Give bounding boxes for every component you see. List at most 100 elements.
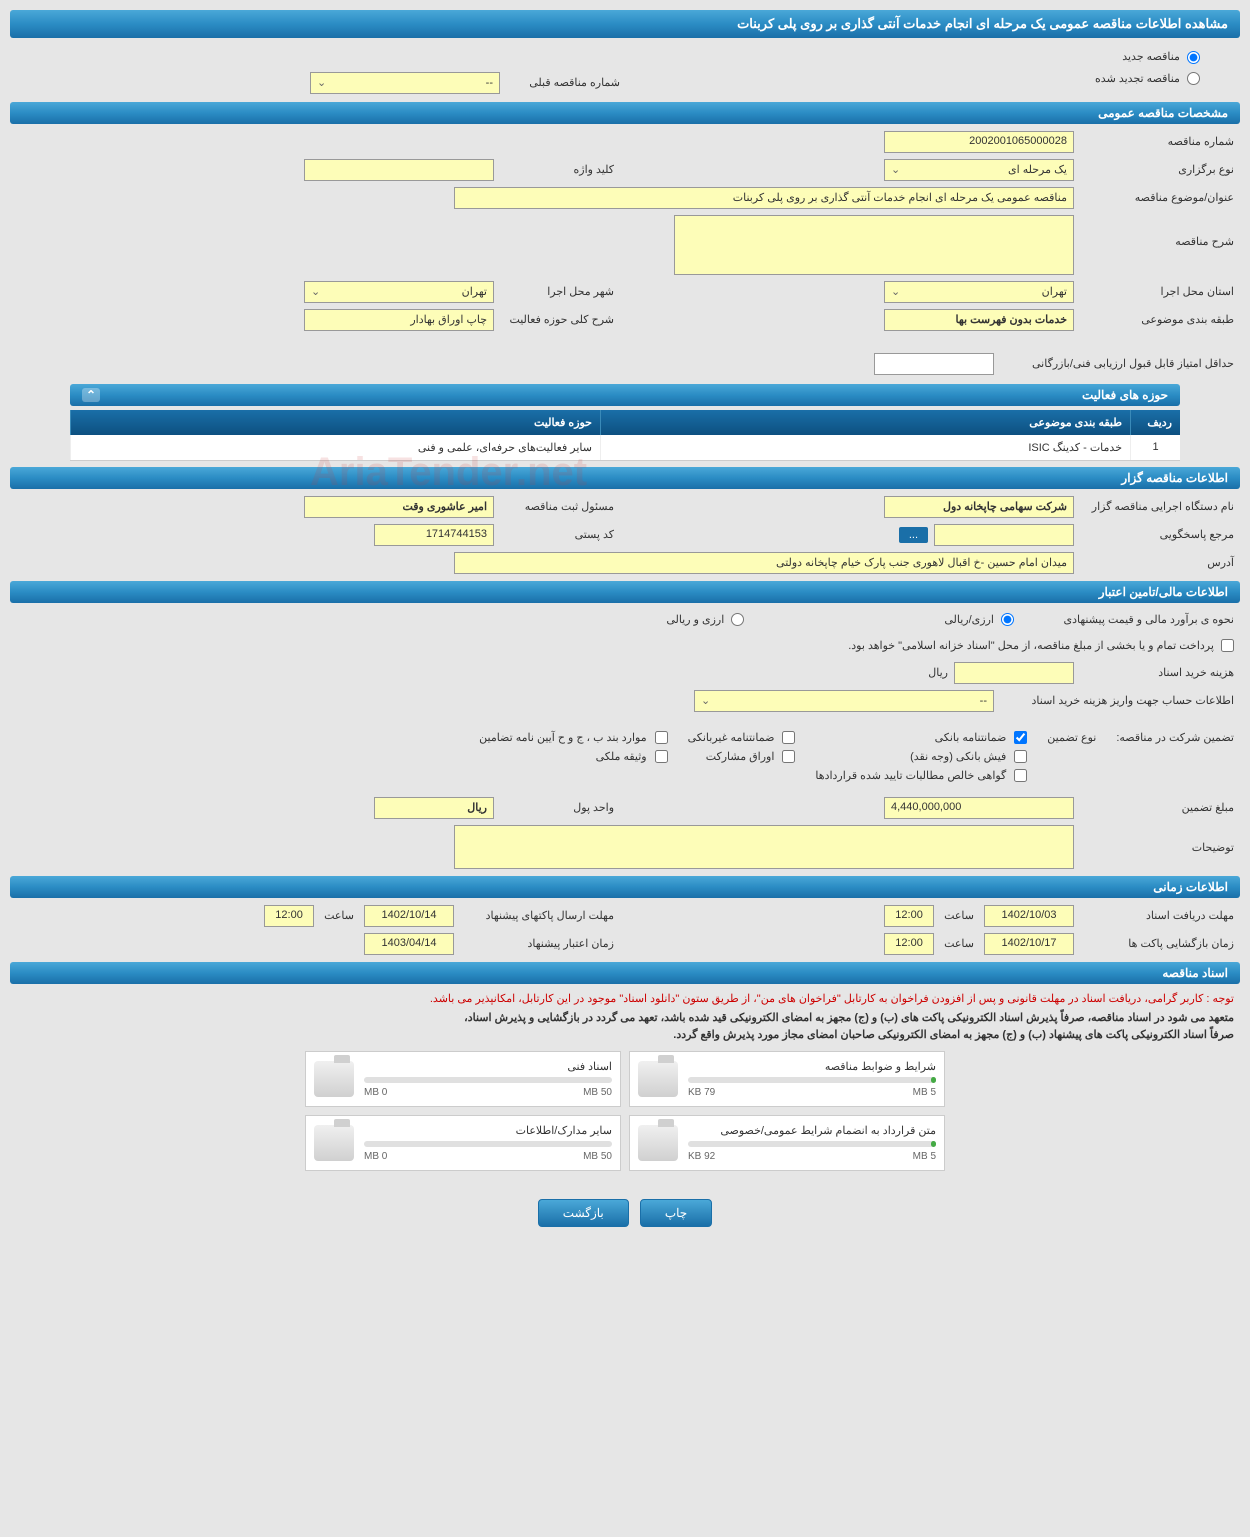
row-category: خدمات - کدینگ ISIC (600, 435, 1130, 460)
city-select[interactable]: تهران⌄ (304, 281, 494, 303)
send-label: مهلت ارسال پاکتهای پیشنهاد (454, 909, 614, 922)
keyword-field[interactable] (304, 159, 494, 181)
contact-field[interactable] (934, 524, 1074, 546)
section-general: مشخصات مناقصه عمومی (10, 102, 1240, 124)
unit-label: واحد پول (494, 801, 614, 814)
folder-icon (638, 1061, 678, 1097)
col-category: طبقه بندی موضوعی (600, 410, 1130, 435)
subject-field: مناقصه عمومی یک مرحله ای انجام خدمات آنت… (454, 187, 1074, 209)
type-select[interactable]: یک مرحله ای⌄ (884, 159, 1074, 181)
cost-field[interactable] (954, 662, 1074, 684)
deadline-label: مهلت دریافت اسناد (1074, 909, 1234, 922)
open-time: 12:00 (884, 933, 934, 955)
docs-warning-2: متعهد می شود در اسناد مناقصه، صرفاً پذیر… (10, 1009, 1240, 1026)
guarantee-check-5[interactable]: اوراق مشارکت (688, 750, 796, 763)
guarantee-check-6[interactable]: وثیقه ملکی (479, 750, 667, 763)
subject-label: عنوان/موضوع مناقصه (1074, 191, 1234, 204)
postal-label: کد پستی (494, 528, 614, 541)
send-date: 1402/10/14 (364, 905, 454, 927)
col-activity: حوزه فعالیت (70, 410, 600, 435)
doc-title-3: متن قرارداد به انضمام شرایط عمومی/خصوصی (688, 1124, 936, 1137)
activity-table-title: حوزه های فعالیت ⌃ (70, 384, 1180, 406)
collapse-icon[interactable]: ⌃ (82, 388, 100, 402)
province-label: استان محل اجرا (1074, 285, 1234, 298)
activity-table-head: ردیف طبقه بندی موضوعی حوزه فعالیت (70, 410, 1180, 435)
open-label: زمان بازگشایی پاکت ها (1074, 937, 1234, 950)
doc-box-2[interactable]: اسناد فنی 50 MB0 MB (305, 1051, 621, 1107)
cost-unit: ریال (928, 666, 948, 679)
guarantee-check-4[interactable]: فیش بانکی (وجه نقد) (815, 750, 1027, 763)
keyword-label: کلید واژه (494, 163, 614, 176)
responsible-field: امیر عاشوری وقت (304, 496, 494, 518)
radio-renewed-label: مناقصه تجدید شده (1095, 73, 1180, 85)
folder-icon (314, 1125, 354, 1161)
print-button[interactable]: چاپ (640, 1199, 712, 1227)
page-title: مشاهده اطلاعات مناقصه عمومی یک مرحله ای … (10, 10, 1240, 38)
account-label: اطلاعات حساب جهت واریز هزینه خرید اسناد (994, 694, 1234, 707)
guarantee-check-7[interactable]: گواهی خالص مطالبات تایید شده قراردادها (815, 769, 1027, 782)
address-field: میدان امام حسین -خ اقبال لاهوری جنب پارک… (454, 552, 1074, 574)
address-label: آدرس (1074, 556, 1234, 569)
min-score-field[interactable] (874, 353, 994, 375)
doc-title-4: سایر مدارک/اطلاعات (364, 1124, 612, 1137)
doc-title-1: شرایط و ضوابط مناقصه (688, 1060, 936, 1073)
time-label-3: ساعت (944, 937, 974, 950)
back-button[interactable]: بازگشت (538, 1199, 629, 1227)
contact-label: مرجع پاسخگویی (1074, 528, 1234, 541)
notes-label: توضیحات (1074, 825, 1234, 854)
deadline-date: 1402/10/03 (984, 905, 1074, 927)
est-label: نحوه ی برآورد مالی و قیمت پیشنهادی (1014, 613, 1234, 626)
radio-new-label: مناقصه جدید (1122, 51, 1180, 63)
guarantee-check-1[interactable]: ضمانتنامه بانکی (815, 731, 1027, 744)
bottom-panel (10, 1247, 1240, 1527)
unit-field: ریال (374, 797, 494, 819)
guarantee-check-2[interactable]: ضمانتنامه غیربانکی (688, 731, 796, 744)
section-organizer: اطلاعات مناقصه گزار (10, 467, 1240, 489)
notes-field[interactable] (454, 825, 1074, 869)
open-date: 1402/10/17 (984, 933, 1074, 955)
account-select[interactable]: --⌄ (694, 690, 994, 712)
contact-lookup-button[interactable]: ... (899, 527, 928, 543)
amount-label: مبلغ تضمین (1074, 801, 1234, 814)
treasury-check[interactable]: پرداخت تمام و یا بخشی از مبلغ مناقصه، از… (848, 639, 1234, 653)
city-label: شهر محل اجرا (494, 285, 614, 298)
row-num: 1 (1130, 435, 1180, 460)
folder-icon (314, 1061, 354, 1097)
cost-label: هزینه خرید اسناد (1074, 666, 1234, 679)
radio-renewed[interactable]: مناقصه تجدید شده (1095, 73, 1200, 85)
send-time: 12:00 (264, 905, 314, 927)
exec-field: شرکت سهامی چاپخانه دول (884, 496, 1074, 518)
docs-warning-1: توجه : کاربر گرامی، دریافت اسناد در مهلت… (10, 988, 1240, 1009)
prev-number-select[interactable]: --⌄ (310, 72, 500, 94)
radio-new[interactable]: مناقصه جدید (1122, 51, 1200, 63)
category-label: طبقه بندی موضوعی (1074, 313, 1234, 326)
activity-desc-field: چاپ اوراق بهادار (304, 309, 494, 331)
desc-label: شرح مناقصه (1074, 215, 1234, 248)
province-select[interactable]: تهران⌄ (884, 281, 1074, 303)
folder-icon (638, 1125, 678, 1161)
activity-table-row: 1 خدمات - کدینگ ISIC سایر فعالیت‌های حرف… (70, 435, 1180, 461)
guarantee-check-3[interactable]: موارد بند ب ، ج و ح آیین نامه تضامین (479, 731, 667, 744)
activity-desc-label: شرح کلی حوزه فعالیت (494, 313, 614, 326)
doc-box-4[interactable]: سایر مدارک/اطلاعات 50 MB0 MB (305, 1115, 621, 1171)
doc-box-3[interactable]: متن قرارداد به انضمام شرایط عمومی/خصوصی … (629, 1115, 945, 1171)
row-activity: سایر فعالیت‌های حرفه‌ای، علمی و فنی (70, 435, 600, 460)
docs-warning-3: صرفاً اسناد الکترونیکی پاکت های پیشنهاد … (10, 1026, 1240, 1043)
radio-currency[interactable]: ارزی و ریالی (666, 613, 744, 627)
desc-field[interactable] (674, 215, 1074, 275)
responsible-label: مسئول ثبت مناقصه (494, 500, 614, 513)
section-timing: اطلاعات زمانی (10, 876, 1240, 898)
doc-title-2: اسناد فنی (364, 1060, 612, 1073)
type-label: نوع برگزاری (1074, 163, 1234, 176)
prev-number-label: شماره مناقصه قبلی (500, 76, 620, 89)
col-row: ردیف (1130, 410, 1180, 435)
credit-label: زمان اعتبار پیشنهاد (454, 937, 614, 950)
time-label-2: ساعت (324, 909, 354, 922)
exec-label: نام دستگاه اجرایی مناقصه گزار (1074, 500, 1234, 513)
guarantee-type-label: نوع تضمین (1047, 731, 1096, 744)
category-field: خدمات بدون فهرست بها (884, 309, 1074, 331)
radio-rial[interactable]: ارزی/ریالی (944, 613, 1014, 627)
tender-no-label: شماره مناقصه (1074, 135, 1234, 148)
section-financial: اطلاعات مالی/تامین اعتبار (10, 581, 1240, 603)
doc-box-1[interactable]: شرایط و ضوابط مناقصه 5 MB79 KB (629, 1051, 945, 1107)
